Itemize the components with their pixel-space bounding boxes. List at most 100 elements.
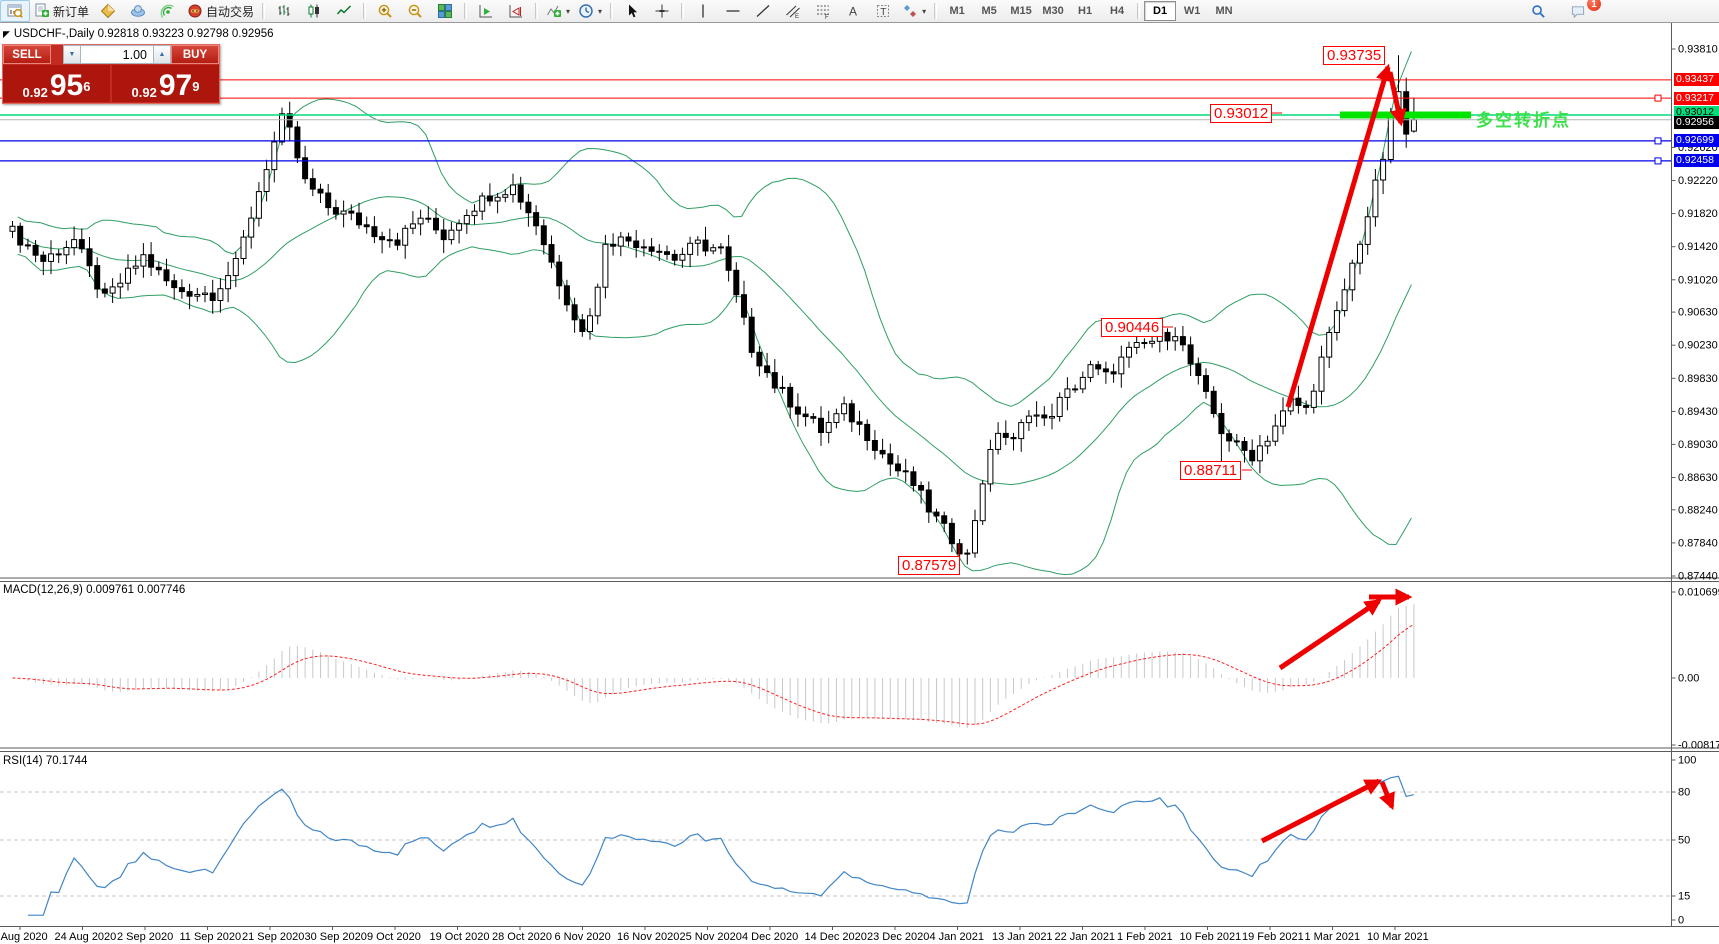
chart-canvas[interactable]: 0.938100.926200.922200.918200.914200.910… [0,23,1719,944]
clock-icon [578,3,594,19]
horizontal-line-objects[interactable] [0,79,1671,165]
macd-axis-label: 0.010699 [1678,587,1719,599]
rsi-axis-label: 50 [1678,835,1690,847]
chat-bubble-icon [1571,5,1585,18]
timeframe-d1-button[interactable]: D1 [1144,1,1177,21]
new-chart-button[interactable] [0,0,30,22]
auto-scroll-button[interactable] [471,0,501,22]
date-tick-label: 4 Jan 2021 [930,931,984,943]
pane-borders [0,23,1719,927]
line-chart-icon [336,3,352,19]
rsi-axis-label: 100 [1678,755,1696,767]
volume-input[interactable] [81,45,153,64]
date-tick-label: 30 Sep 2020 [305,931,367,943]
zoom-out-button[interactable] [400,0,430,22]
tile-windows-button[interactable] [430,0,460,22]
signals-button[interactable] [153,0,183,22]
price-tick-label: 0.90630 [1678,307,1718,319]
toolbar-separator [535,3,539,19]
text-label-button[interactable]: T [868,0,898,22]
cursor-icon [624,3,640,19]
volume-decrease-button[interactable]: ▼ [63,45,81,64]
indicators-button[interactable]: ▾ [542,0,574,22]
rsi-axis-label: 80 [1678,787,1690,799]
bar-chart-button[interactable] [269,0,299,22]
rsi-axis-label: 0 [1678,915,1684,927]
chat-button[interactable]: 1 [1563,0,1601,22]
timeframe-m1-button[interactable]: M1 [949,5,965,17]
line-chart-button[interactable] [329,0,359,22]
date-tick-label: 24 Aug 2020 [55,931,117,943]
price-tick-label: 0.89830 [1678,373,1718,385]
buy-price[interactable]: 0.92 97 9 [112,65,219,102]
sell-button[interactable]: SELL [3,45,51,64]
text-button[interactable]: A [838,0,868,22]
auto-scroll-icon [478,3,494,19]
chart-shift-button[interactable] [501,0,531,22]
autotrading-button[interactable]: 自动交易 [183,0,258,22]
red-arrow[interactable] [1260,778,1383,844]
price-axis-badge: 0.93437 [1674,73,1719,87]
price-annotation-label[interactable]: 0.87579 [898,556,961,575]
price-tick-label: 0.91020 [1678,274,1718,286]
price-tick-label: 0.92220 [1678,175,1718,187]
mql5-community-button[interactable] [123,0,153,22]
hline-icon [725,3,741,19]
date-tick-label: 10 Mar 2021 [1367,931,1429,943]
cursor-button[interactable] [617,0,647,22]
price-tick-label: 0.88240 [1678,504,1718,516]
timeframe-h4-button[interactable]: H4 [1110,5,1125,17]
dropdown-caret-icon: ▾ [922,6,927,16]
new-chart-icon [7,3,23,19]
horizontal-line-button[interactable] [718,0,748,22]
arrows-button[interactable]: ▾ [898,0,930,22]
macd-axis-label: 0.00 [1678,673,1699,685]
shapes-icon [902,3,918,19]
red-arrow[interactable] [1278,598,1382,671]
timeframe-m5-button[interactable]: M5 [981,5,997,17]
zoom-in-button[interactable] [370,0,400,22]
price-annotation-label[interactable]: 0.93012 [1210,104,1273,123]
trend-arrows[interactable] [1260,63,1413,844]
timeframe-h1-button[interactable]: H1 [1078,5,1093,17]
trendline-button[interactable] [748,0,778,22]
red-arrow[interactable] [1387,71,1407,127]
expand-corner-icon[interactable]: ◤ [3,29,10,39]
price-annotation-label[interactable]: 0.88711 [1180,461,1242,480]
buy-button[interactable]: BUY [171,45,219,64]
crosshair-button[interactable] [647,0,677,22]
red-arrow[interactable] [1285,63,1393,408]
date-tick-label: 4 Dec 2020 [742,931,798,943]
tile-icon [437,3,453,19]
sell-price[interactable]: 0.92 95 6 [3,65,110,102]
search-button[interactable] [1523,0,1553,22]
date-tick-label: 19 Oct 2020 [430,931,490,943]
timeframe-m15-button[interactable]: M15 [1010,5,1032,17]
toolbar-button-label: 新订单 [53,4,90,19]
vertical-line-button[interactable] [688,0,718,22]
timeframe-mn-button[interactable]: MN [1215,5,1233,17]
price-annotation-label[interactable]: 0.90446 [1101,318,1164,337]
rsi-pane: 100 80 50 15 0 [0,755,1696,927]
search-icon [1531,4,1545,18]
toolbar-button-label: 自动交易 [206,4,255,19]
new-order-button[interactable]: 新订单 [30,0,93,22]
volume-increase-button[interactable]: ▲ [153,45,171,64]
price-annotation-label[interactable]: 0.93735 [1323,46,1386,65]
period-button[interactable]: ▾ [574,0,606,22]
timeframe-w1-button[interactable]: W1 [1183,5,1201,17]
candlestick-chart-button[interactable] [299,0,329,22]
date-tick-label: 23 Dec 2020 [867,931,929,943]
price-axis-badge: 0.92458 [1674,154,1719,168]
green-zone-bar[interactable] [1340,111,1471,119]
equidistant-channel-button[interactable]: E [778,0,808,22]
toolbar-separator [363,3,367,19]
trendline-icon [755,3,771,19]
timeframe-m30-button[interactable]: M30 [1042,5,1064,17]
market-button[interactable] [93,0,123,22]
chinese-annotation-text[interactable]: 多空转折点 [1476,111,1571,130]
chart-shift-icon [508,3,524,19]
red-arrow[interactable] [1379,781,1395,811]
fibonacci-button[interactable]: F [808,0,838,22]
